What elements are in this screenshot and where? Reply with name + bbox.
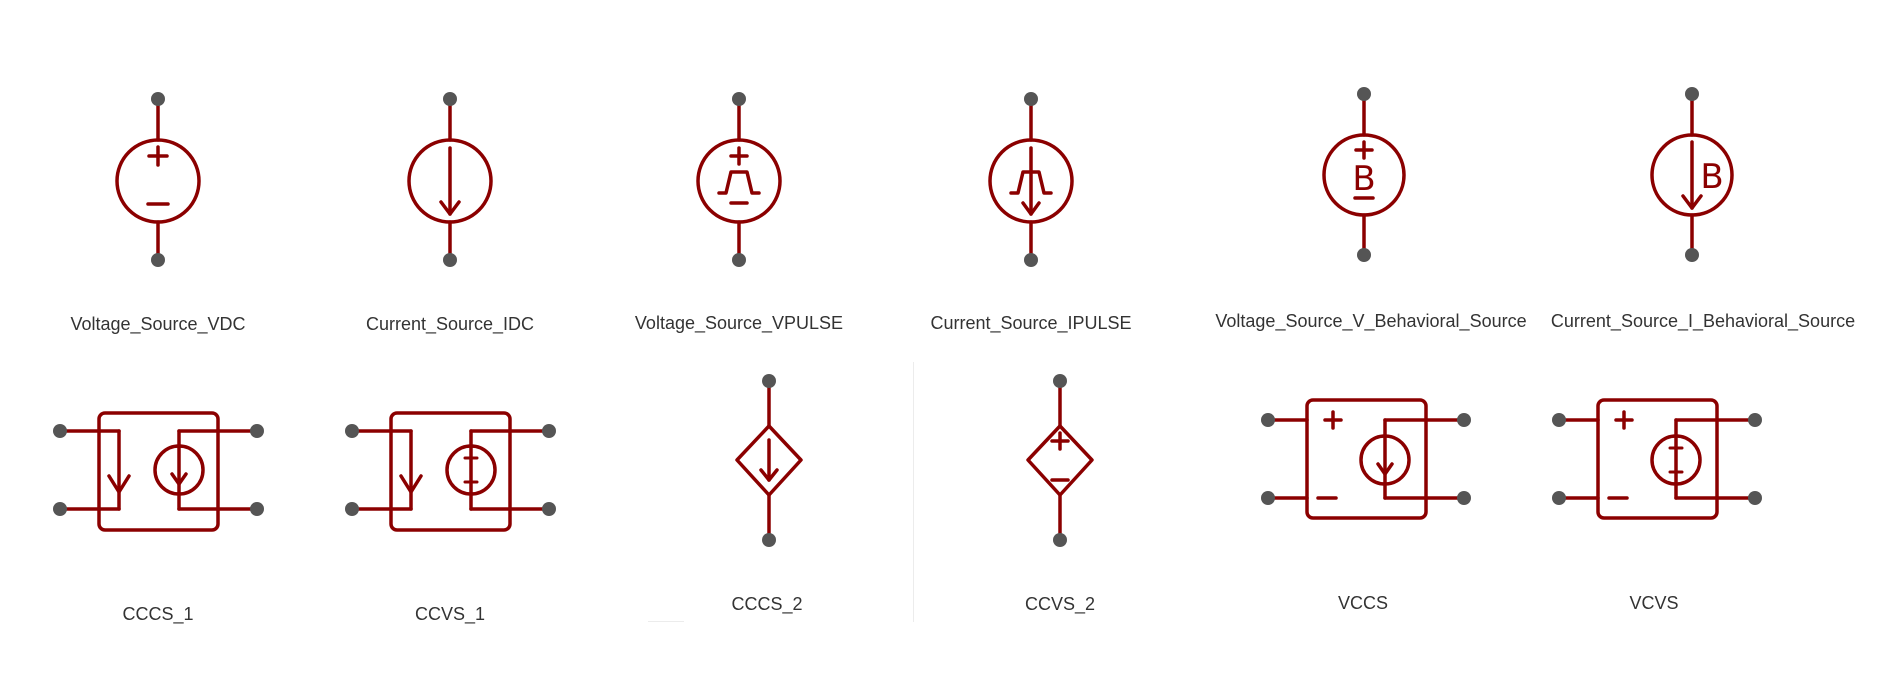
vcvs-icon[interactable]: [1552, 398, 1762, 520]
divider-vertical: [913, 362, 914, 622]
label-current-behavioral-source: Current_Source_I_Behavioral_Source: [1550, 311, 1856, 331]
label-voltage-behavioral-source: Voltage_Source_V_Behavioral_Source: [1215, 311, 1527, 331]
label-ccvs-2: CCVS_2: [1024, 594, 1096, 614]
svg-text:B: B: [1352, 159, 1375, 199]
label-vccs: VCCS: [1337, 593, 1389, 613]
current-source-ipulse-icon[interactable]: [988, 92, 1074, 267]
cccs-2-icon[interactable]: [735, 374, 803, 547]
label-voltage-source-vdc: Voltage_Source_VDC: [70, 314, 246, 334]
label-current-source-ipulse: Current_Source_IPULSE: [930, 313, 1132, 333]
vccs-icon[interactable]: [1261, 398, 1471, 520]
cccs-1-icon[interactable]: [53, 411, 264, 532]
divider-horizontal: [648, 621, 684, 622]
current-behavioral-source-icon[interactable]: B: [1650, 87, 1734, 262]
label-voltage-source-vpulse: Voltage_Source_VPULSE: [634, 313, 844, 333]
ccvs-1-icon[interactable]: [345, 411, 556, 532]
ccvs-2-icon[interactable]: [1026, 374, 1094, 547]
voltage-source-vdc-icon[interactable]: [115, 92, 201, 267]
voltage-behavioral-source-icon[interactable]: B: [1322, 87, 1406, 262]
label-vcvs: VCVS: [1629, 593, 1679, 613]
label-cccs-1: CCCS_1: [122, 604, 194, 624]
voltage-source-vpulse-icon[interactable]: [696, 92, 782, 267]
label-cccs-2: CCCS_2: [731, 594, 803, 614]
label-current-source-idc: Current_Source_IDC: [365, 314, 535, 334]
label-ccvs-1: CCVS_1: [414, 604, 486, 624]
svg-text:B: B: [1700, 157, 1723, 197]
current-source-idc-icon[interactable]: [407, 92, 493, 267]
